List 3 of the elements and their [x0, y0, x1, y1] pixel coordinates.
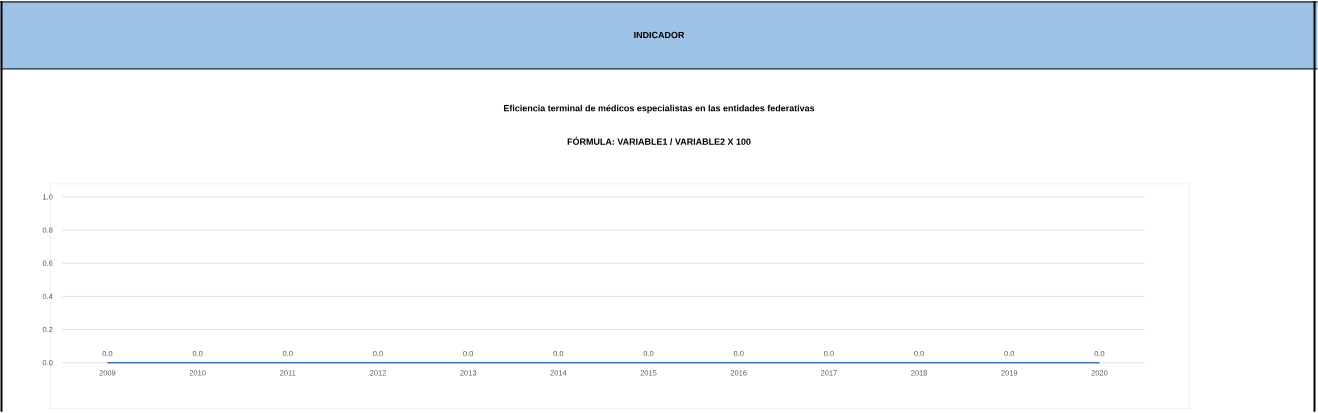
- chart-title: INDICADOR: [634, 31, 685, 39]
- chart-subtitle: Eficiencia terminal de médicos especialistas en las entidades federativas: [503, 104, 815, 114]
- text: FÓRMULA: VARIABLE1 / VARIABLE2 X 100: [567, 136, 751, 146]
